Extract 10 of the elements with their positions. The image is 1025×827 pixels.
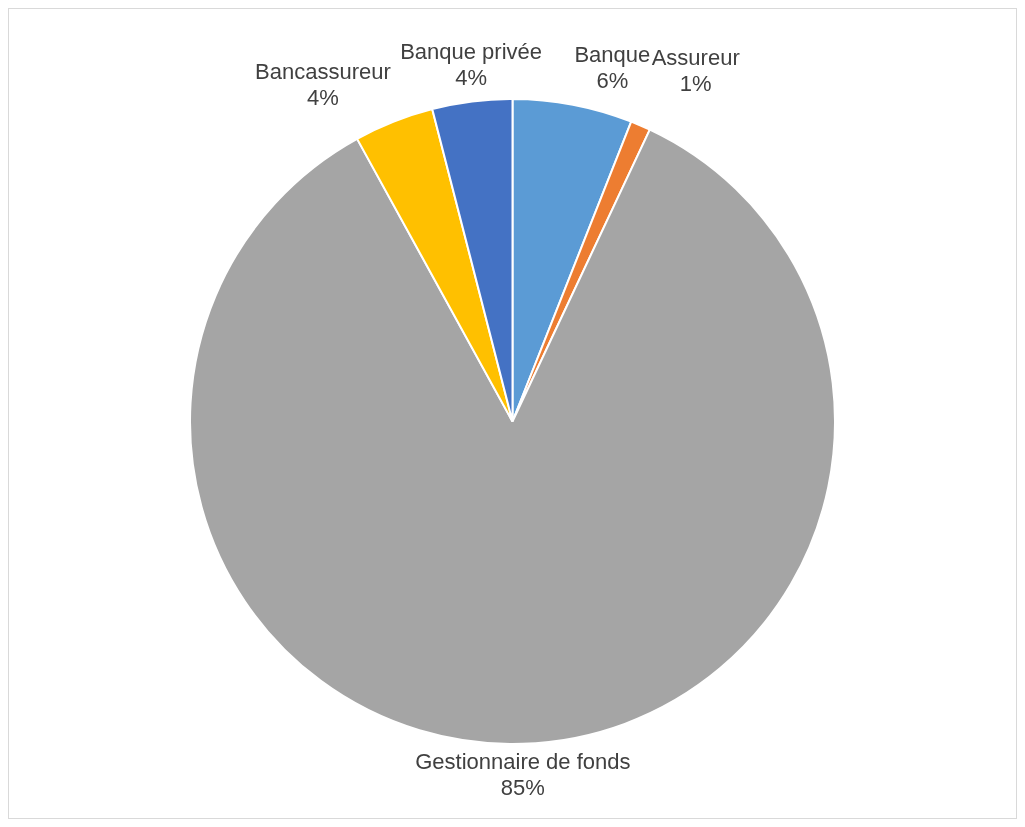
slice-label: Gestionnaire de fonds bbox=[415, 748, 631, 774]
data-label: 1% bbox=[679, 70, 712, 96]
slice-label: Bancassureur bbox=[255, 59, 391, 85]
data-label: 4% bbox=[307, 85, 339, 111]
slice-label: Assureur bbox=[651, 44, 740, 70]
data-label: 85% bbox=[500, 774, 545, 800]
slice-label: Banque bbox=[574, 41, 651, 67]
slice-label: Banque privée bbox=[400, 38, 543, 64]
data-label: 4% bbox=[455, 64, 487, 90]
data-label: 6% bbox=[596, 67, 629, 93]
